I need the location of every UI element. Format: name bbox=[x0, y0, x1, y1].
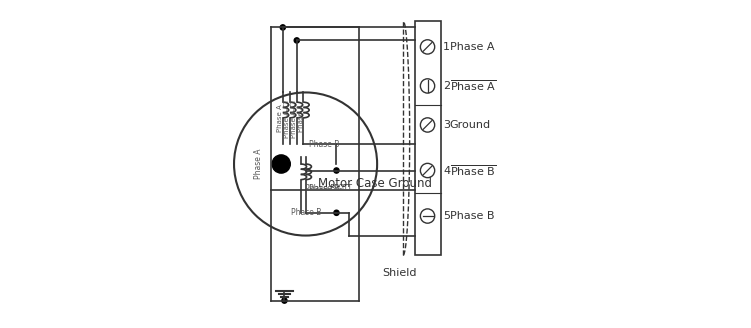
Text: Phase B-CT: Phase B-CT bbox=[309, 184, 352, 193]
Text: Phase B: Phase B bbox=[309, 140, 339, 149]
Text: Shield: Shield bbox=[383, 268, 417, 278]
Text: Phase B: Phase B bbox=[450, 211, 494, 221]
Circle shape bbox=[334, 168, 339, 173]
Text: $\overline{\mathrm{Phase\ B}}$: $\overline{\mathrm{Phase\ B}}$ bbox=[450, 163, 496, 178]
Text: Phase A-CT: Phase A-CT bbox=[285, 99, 291, 138]
Text: Phase B: Phase B bbox=[291, 208, 321, 217]
Circle shape bbox=[334, 210, 339, 215]
Text: 5: 5 bbox=[443, 211, 450, 221]
Circle shape bbox=[280, 25, 285, 30]
Text: 4: 4 bbox=[443, 166, 451, 175]
Text: 2: 2 bbox=[443, 81, 451, 91]
Text: Phase A: Phase A bbox=[450, 42, 494, 52]
Circle shape bbox=[282, 298, 287, 303]
Circle shape bbox=[272, 155, 291, 173]
Text: $\overline{\mathrm{Phase\ A}}$: $\overline{\mathrm{Phase\ A}}$ bbox=[450, 79, 496, 93]
Text: 3: 3 bbox=[443, 120, 450, 130]
Text: Ground: Ground bbox=[450, 120, 490, 130]
Circle shape bbox=[294, 38, 300, 43]
Text: Phase A: Phase A bbox=[277, 105, 283, 132]
Text: 1: 1 bbox=[443, 42, 450, 52]
Text: Phase A: Phase A bbox=[254, 149, 263, 179]
Text: Phase B-CT: Phase B-CT bbox=[305, 184, 348, 193]
Text: Phase A-CT: Phase A-CT bbox=[291, 99, 297, 138]
Text: Phase A: Phase A bbox=[297, 105, 303, 132]
Text: Motor Case Ground: Motor Case Ground bbox=[318, 177, 433, 190]
